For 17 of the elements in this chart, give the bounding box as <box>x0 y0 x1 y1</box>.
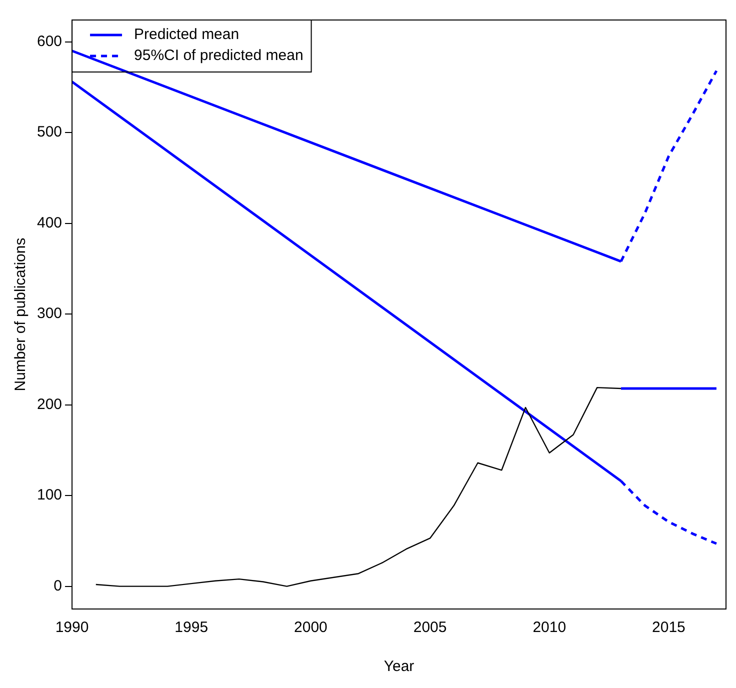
x-tick-label: 2000 <box>294 619 328 636</box>
y-tick-label: 600 <box>36 32 62 50</box>
x-tick-label: 2010 <box>532 619 566 636</box>
x-tick-label: 1995 <box>174 619 208 636</box>
x-axis-title: Year <box>384 658 414 676</box>
legend-label: Predicted mean <box>134 26 240 44</box>
y-tick-label: 100 <box>36 486 62 504</box>
x-tick-label: 2005 <box>413 619 447 636</box>
y-tick-label: 500 <box>36 124 62 141</box>
y-axis-title: Number of publications <box>12 238 30 392</box>
y-tick-label: 0 <box>54 577 62 594</box>
y-tick-label: 300 <box>36 305 62 322</box>
x-tick-label: 1990 <box>55 619 89 636</box>
x-tick-label: 2015 <box>652 619 686 636</box>
y-tick-label: 400 <box>36 214 62 232</box>
legend-label: 95%CI of predicted mean <box>134 47 304 64</box>
y-tick-label: 200 <box>36 396 62 413</box>
